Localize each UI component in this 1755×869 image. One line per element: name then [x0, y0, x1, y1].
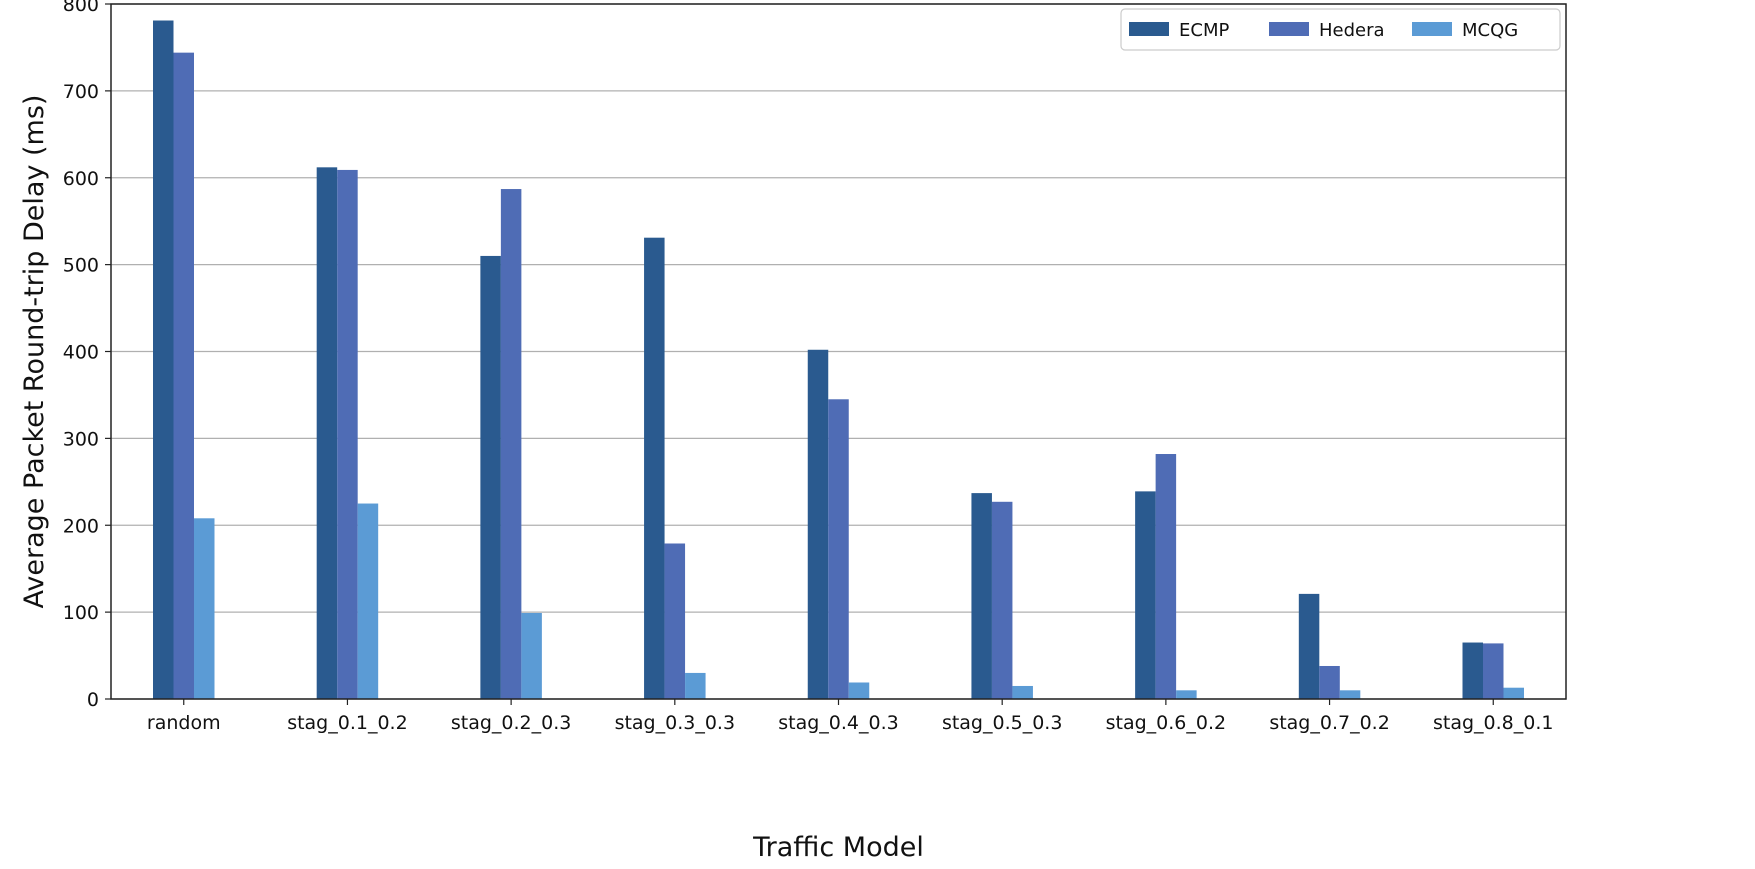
legend: ECMP Hedera MCQG [1120, 8, 1561, 51]
y-tick-label: 300 [63, 428, 99, 450]
y-tick-label: 800 [63, 0, 99, 16]
x-tick-label: stag_0.2_0.3 [451, 712, 572, 734]
bar-hedera-stag_0-8_0-1 [1483, 643, 1504, 699]
bar-ecmp-stag_0-6_0-2 [1135, 491, 1156, 699]
x-tick-label: stag_0.4_0.3 [778, 712, 899, 734]
y-tick-label: 500 [63, 255, 99, 277]
legend-label-mcqg: MCQG [1462, 20, 1518, 41]
bar-hedera-stag_0-3_0-3 [664, 543, 686, 699]
bar-ecmp-stag_0-7_0-2 [1298, 593, 1320, 699]
y-tick-label: 700 [63, 81, 99, 103]
y-axis-title: Average Packet Round-trip Delay (ms) [19, 95, 50, 609]
bar-ecmp-stag_0-4_0-3 [807, 349, 829, 699]
legend-box [1120, 8, 1561, 51]
y-tick-label: 400 [63, 342, 99, 364]
y-tick-label: 200 [63, 515, 99, 537]
legend-swatch-mcqg [1412, 22, 1452, 36]
bar-mcqg-stag_0-1_0-2 [357, 503, 379, 699]
y-tick-label: 0 [87, 689, 99, 711]
bar-mcqg-stag_0-6_0-2 [1176, 690, 1197, 699]
bar-mcqg-stag_0-2_0-3 [521, 612, 542, 699]
bars-layer [153, 20, 1524, 700]
bar-mcqg-stag_0-3_0-3 [685, 672, 706, 699]
legend-label-hedera: Hedera [1319, 20, 1385, 41]
legend-swatch-hedera [1269, 22, 1309, 36]
bar-hedera-stag_0-6_0-2 [1155, 454, 1177, 699]
x-axis: random stag_0.1_0.2 stag_0.2_0.3 stag_0.3_0… [147, 699, 1554, 734]
bar-mcqg-stag_0-8_0-1 [1503, 687, 1524, 699]
bar-ecmp-random [153, 20, 174, 700]
legend-label-ecmp: ECMP [1179, 20, 1229, 41]
y-tick-label: 100 [63, 602, 99, 624]
x-tick-label: stag_0.7_0.2 [1269, 712, 1390, 734]
x-tick-label: stag_0.1_0.2 [287, 712, 408, 734]
x-tick-label: stag_0.6_0.2 [1106, 712, 1227, 734]
y-tick-label: 600 [63, 168, 99, 190]
bar-mcqg-stag_0-5_0-3 [1012, 685, 1033, 699]
bar-ecmp-stag_0-3_0-3 [644, 237, 665, 699]
x-tick-label: stag_0.5_0.3 [942, 712, 1063, 734]
bar-hedera-stag_0-2_0-3 [500, 189, 522, 699]
x-tick-label: stag_0.3_0.3 [615, 712, 736, 734]
bar-hedera-stag_0-4_0-3 [828, 399, 849, 699]
bar-mcqg-stag_0-7_0-2 [1339, 690, 1361, 699]
bar-mcqg-stag_0-4_0-3 [848, 682, 870, 699]
bar-hedera-stag_0-5_0-3 [991, 501, 1013, 699]
x-axis-title: Traffic Model [752, 832, 924, 863]
bar-ecmp-stag_0-5_0-3 [971, 493, 992, 699]
bar-ecmp-stag_0-1_0-2 [316, 167, 338, 699]
bar-hedera-stag_0-1_0-2 [337, 169, 358, 699]
bar-hedera-random [173, 52, 194, 699]
bar-hedera-stag_0-7_0-2 [1319, 665, 1340, 699]
bar-mcqg-random [194, 518, 215, 699]
legend-swatch-ecmp [1129, 22, 1169, 36]
x-tick-label: stag_0.8_0.1 [1433, 712, 1554, 734]
bar-ecmp-stag_0-8_0-1 [1462, 642, 1483, 699]
x-tick-label: random [147, 712, 221, 734]
y-axis: 0 100 200 300 400 500 600 700 800 [63, 0, 111, 711]
bar-ecmp-stag_0-2_0-3 [480, 255, 501, 699]
